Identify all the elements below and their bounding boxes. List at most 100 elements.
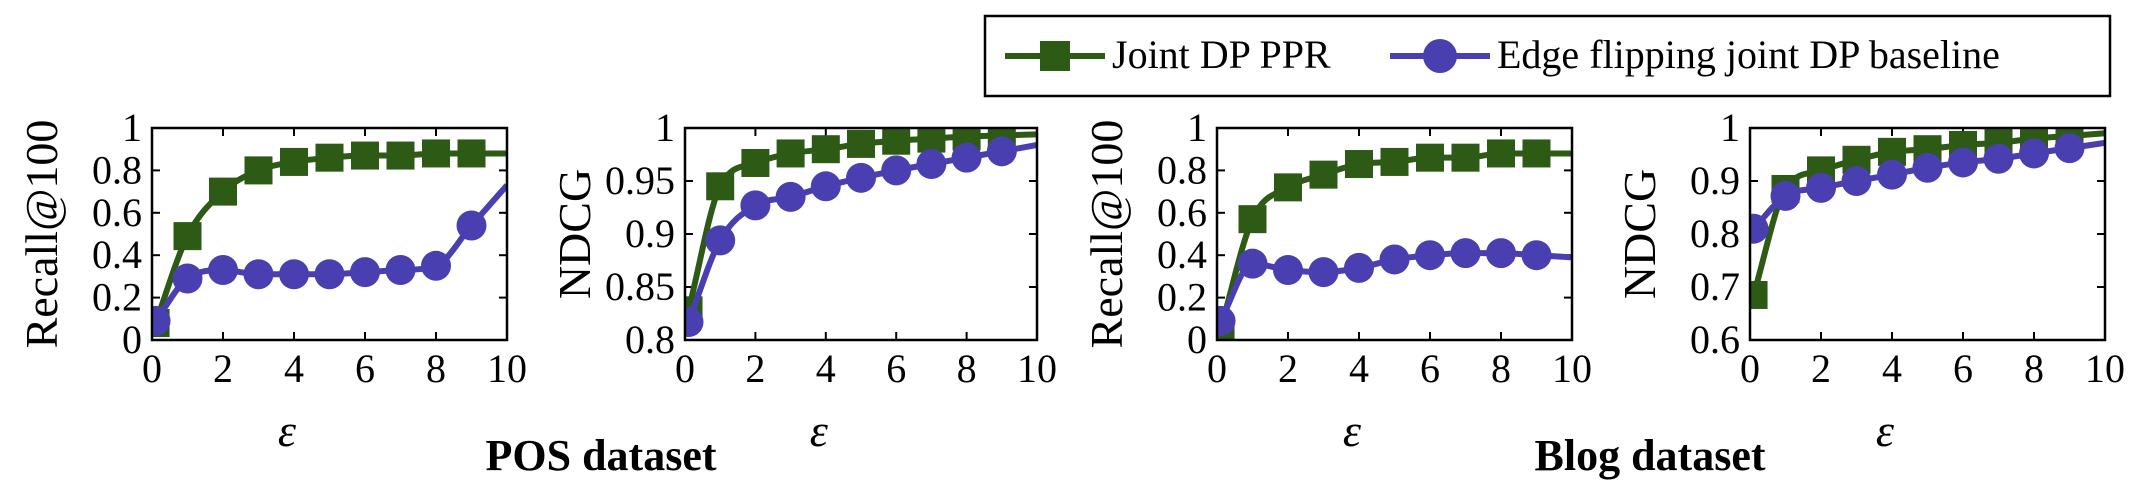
data-point-circle xyxy=(350,257,380,288)
x-tick-label: 10 xyxy=(487,346,527,391)
y-tick-label: 0.85 xyxy=(605,264,675,309)
x-tick-label: 10 xyxy=(1017,346,1057,391)
plot-frame xyxy=(150,126,509,342)
y-tick-label: 0.8 xyxy=(625,317,675,362)
y-tick-label: 0.9 xyxy=(625,211,675,256)
x-tick-label: 4 xyxy=(284,346,304,391)
legend-label-1: Edge flipping joint DP baseline xyxy=(1497,32,2000,77)
data-point-square xyxy=(1238,205,1267,234)
data-point-square xyxy=(917,128,946,153)
series-joint-dp-ppr xyxy=(1217,139,1572,340)
x-tick-label: 0 xyxy=(675,346,695,391)
y-tick-label: 0.95 xyxy=(605,158,675,203)
data-point-square xyxy=(1750,280,1768,309)
data-point-square xyxy=(280,147,308,176)
data-point-square xyxy=(315,143,344,172)
legend: Joint DP PPR Edge flipping joint DP base… xyxy=(983,14,2112,98)
data-point-circle xyxy=(1750,213,1769,244)
plot-frame xyxy=(1748,126,2107,342)
y-tick-label: 0.2 xyxy=(92,275,142,320)
data-point-circle xyxy=(1912,152,1943,183)
data-point-circle xyxy=(2054,133,2085,164)
data-point-circle xyxy=(1877,159,1907,190)
data-point-circle xyxy=(1237,248,1268,279)
x-tick-label: 0 xyxy=(1207,346,1227,391)
y-tick-label: 0.8 xyxy=(1157,147,1207,192)
y-tick-label: 0.4 xyxy=(1157,232,1207,277)
data-point-circle xyxy=(810,171,841,202)
x-tick-label: 6 xyxy=(1953,346,1973,391)
legend-box xyxy=(983,14,2112,98)
chart-panel-1: 0 2 4 6 8 10 00.20.40.60.81 Recall@100 ε xyxy=(16,105,527,456)
y-tick-label: 0.7 xyxy=(1690,264,1740,309)
data-point-circle xyxy=(1983,143,2014,174)
y-tick-label: 0 xyxy=(122,317,142,362)
y-tick-label: 1 xyxy=(655,105,675,150)
x-tick-label: 6 xyxy=(886,346,906,391)
data-point-circle xyxy=(1308,257,1339,288)
data-point-square xyxy=(1309,160,1338,189)
y-axis-title: Recall@100 xyxy=(16,120,67,349)
series-line xyxy=(685,131,1037,312)
data-point-circle xyxy=(1379,244,1410,275)
chart-panel-2: 0 2 4 6 8 10 0.8 0.85 0.9 0.95 1 NDCG ε xyxy=(549,105,1057,456)
data-point-square xyxy=(1345,150,1373,179)
data-point-circle xyxy=(1415,240,1445,271)
data-point-circle xyxy=(1948,147,1978,178)
series-line xyxy=(1217,150,1572,331)
x-tick-label: 8 xyxy=(1491,346,1511,391)
data-point-square xyxy=(173,222,202,251)
data-point-square xyxy=(741,148,770,177)
y-tick-label: 1 xyxy=(1187,105,1207,150)
y-tick-label: 0.2 xyxy=(1157,275,1207,320)
legend-entry-1: Edge flipping joint DP baseline xyxy=(1390,32,2000,77)
y-axis-title: NDCG xyxy=(1614,169,1665,299)
data-point-square xyxy=(422,139,450,168)
data-point-circle xyxy=(456,210,487,241)
data-point-square xyxy=(457,139,486,168)
data-point-square xyxy=(1487,139,1515,168)
x-tick-label: 0 xyxy=(142,346,162,391)
data-point-square xyxy=(1380,147,1409,176)
x-axis-title: ε xyxy=(810,405,829,456)
data-point-square xyxy=(1274,173,1302,202)
y-tick-label: 0.4 xyxy=(92,232,142,277)
data-point-circle xyxy=(1521,240,1552,271)
legend-label-0: Joint DP PPR xyxy=(1112,32,1331,77)
data-point-circle xyxy=(1450,238,1481,269)
data-point-square xyxy=(351,141,379,170)
x-axis-title: ε xyxy=(278,405,297,456)
data-point-circle xyxy=(385,255,416,286)
y-tick-label: 1 xyxy=(122,105,142,150)
caption-blog: Blog dataset xyxy=(1535,431,1766,480)
data-point-square xyxy=(811,135,840,164)
data-point-circle xyxy=(208,255,238,286)
data-point-square xyxy=(386,141,415,170)
data-point-square xyxy=(1451,143,1480,172)
series-line xyxy=(152,150,507,325)
data-point-square xyxy=(706,172,735,201)
x-tick-label: 2 xyxy=(1278,346,1298,391)
x-tick-label: 4 xyxy=(1882,346,1902,391)
y-tick-label: 0.9 xyxy=(1690,158,1740,203)
series-edge-flipping-baseline xyxy=(685,136,1037,337)
plot-frame xyxy=(683,126,1039,342)
data-point-circle xyxy=(172,263,203,294)
y-axis-title: NDCG xyxy=(549,169,600,299)
data-point-circle xyxy=(1344,252,1374,283)
y-axis-title: Recall@100 xyxy=(1081,120,1132,349)
x-tick-label: 8 xyxy=(957,346,977,391)
data-point-circle xyxy=(951,142,982,173)
data-point-square xyxy=(1416,143,1444,172)
series-edge-flipping-baseline xyxy=(1750,133,2105,244)
data-point-circle xyxy=(421,250,451,281)
data-point-square xyxy=(244,156,273,185)
data-point-circle xyxy=(152,305,171,336)
data-point-circle xyxy=(740,190,771,221)
data-point-circle xyxy=(314,259,345,290)
data-point-circle xyxy=(243,259,274,290)
x-tick-label: 0 xyxy=(1740,346,1760,391)
y-tick-label: 0.6 xyxy=(92,190,142,235)
